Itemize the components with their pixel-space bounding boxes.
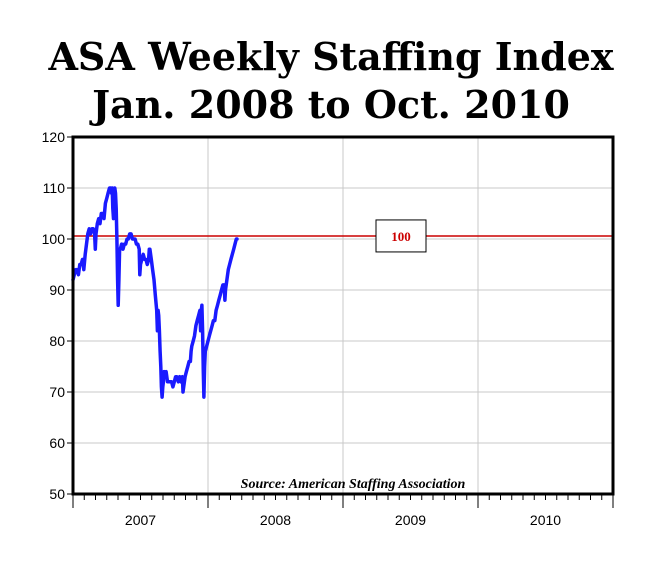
x-tick-label: 2009	[395, 512, 426, 528]
y-tick-label: 100	[42, 231, 66, 247]
y-tick-label: 50	[49, 486, 65, 502]
x-tick-label: 2007	[125, 512, 156, 528]
y-tick-label: 120	[42, 129, 66, 145]
reference-label: 100	[391, 229, 411, 244]
y-tick-label: 80	[49, 333, 65, 349]
chart-title: ASA Weekly Staffing Index	[48, 34, 614, 79]
x-tick-label: 2010	[530, 512, 561, 528]
y-tick-label: 110	[43, 180, 66, 196]
y-tick-label: 70	[49, 384, 65, 400]
x-tick-label: 2008	[260, 512, 291, 528]
series-line	[71, 186, 239, 399]
grid	[73, 137, 613, 494]
y-axis: 50 60 70 80 90 100 110 120	[42, 129, 73, 502]
reference-label-box	[375, 219, 427, 253]
chart-subtitle: Jan. 2008 to Oct. 2010	[92, 82, 570, 127]
y-tick-label: 90	[49, 282, 65, 298]
source-note: Source: American Staffing Association	[241, 477, 466, 492]
x-axis: 2007 2008 2009 2010	[72, 494, 614, 528]
y-tick-label: 60	[49, 435, 65, 451]
